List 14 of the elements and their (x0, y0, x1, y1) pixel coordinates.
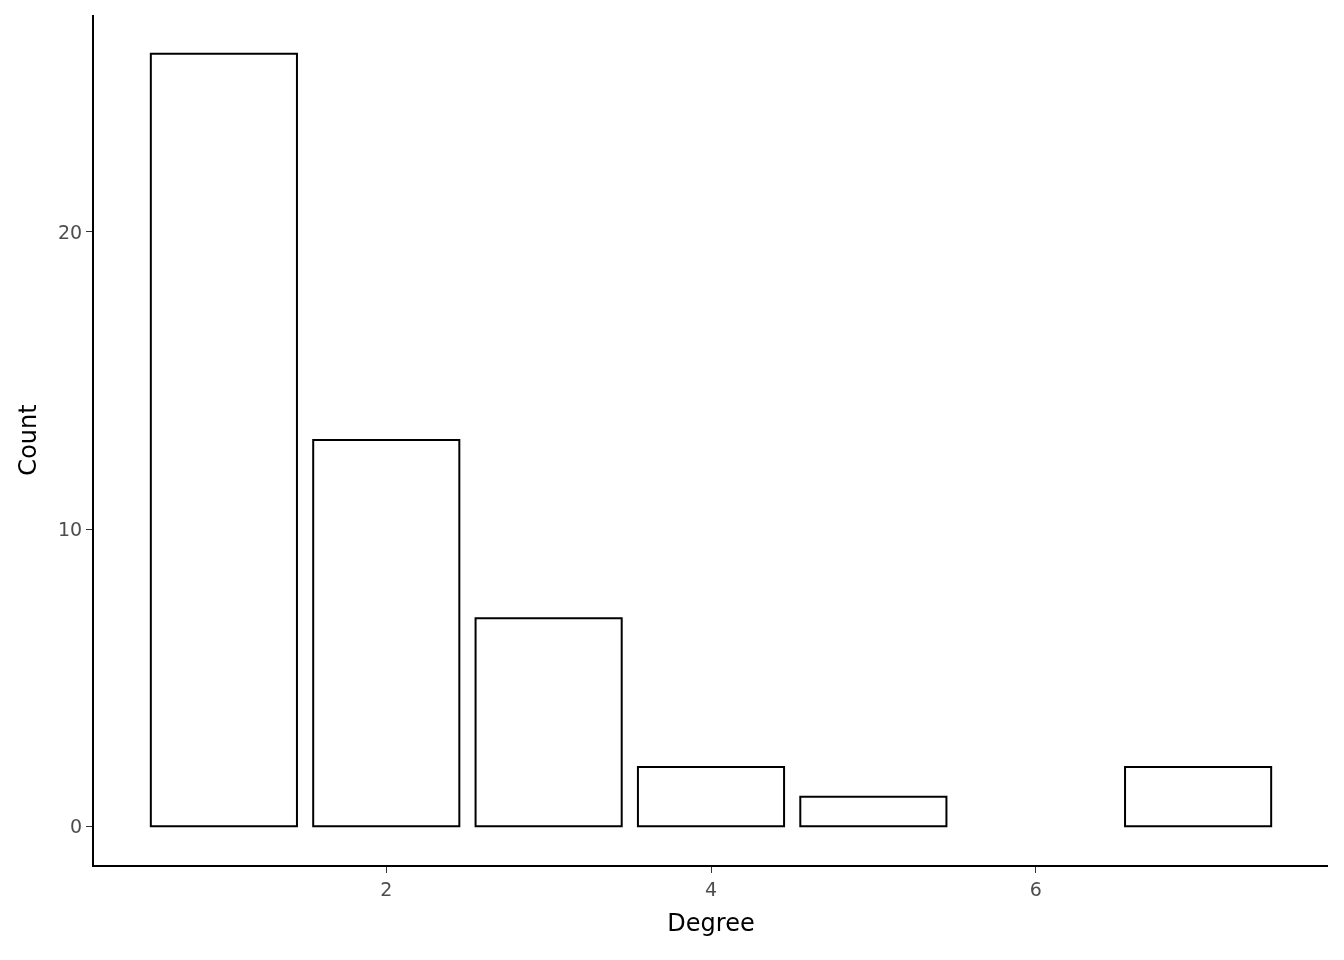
bar (149, 52, 298, 828)
bar (799, 795, 948, 828)
bar (312, 439, 461, 828)
x-tick-label: 4 (704, 877, 718, 900)
bar (474, 617, 623, 828)
x-tick-label: 6 (1029, 877, 1042, 900)
y-tick-label: 0 (70, 815, 83, 838)
x-tick-label: 2 (380, 877, 393, 900)
bar (1124, 765, 1273, 828)
y-tick-label: 20 (58, 220, 83, 243)
y-tick-label: 10 (58, 517, 83, 540)
y-axis-title: Count (13, 404, 42, 476)
bar (636, 765, 786, 828)
x-axis-title: Degree (667, 908, 755, 937)
